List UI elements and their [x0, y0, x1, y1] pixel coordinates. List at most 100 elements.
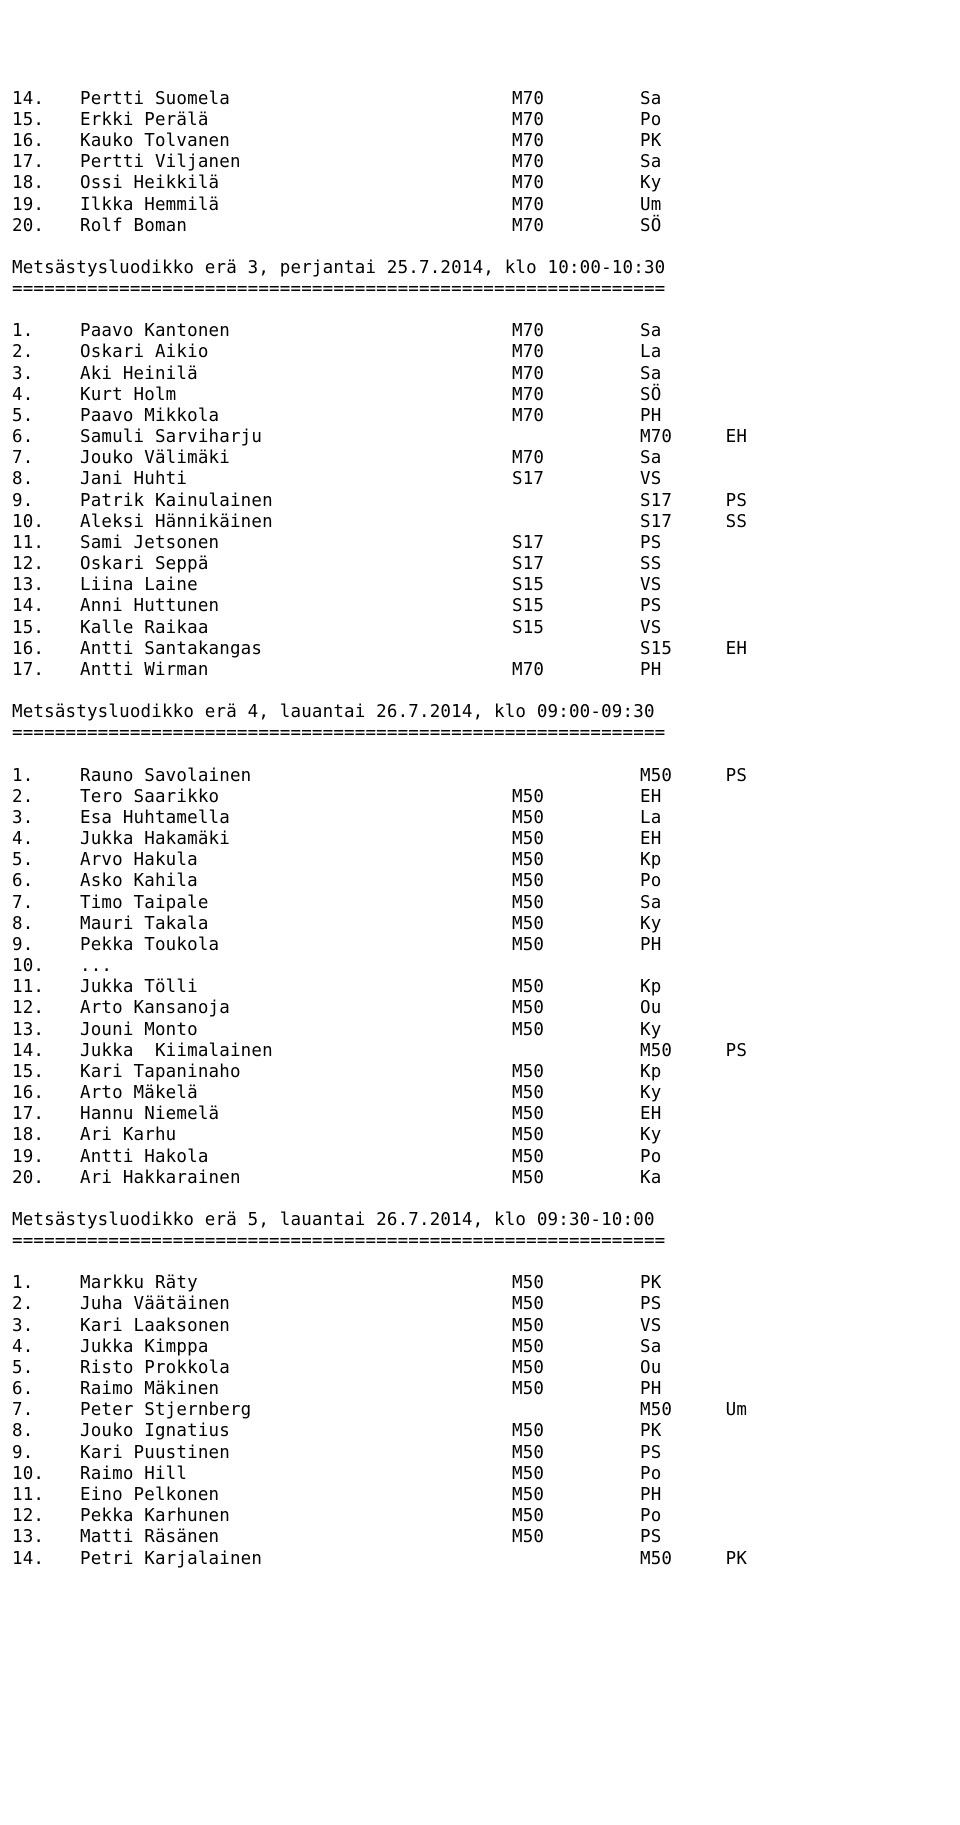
row-category: M50 — [512, 998, 640, 1019]
results-listing: 14.Pertti SuomelaM70Sa15.Erkki PeräläM70… — [12, 89, 956, 1570]
row-group: Po — [640, 871, 780, 892]
row-group: EH — [640, 787, 780, 808]
row-group: PS — [640, 1443, 780, 1464]
row-group: Sa — [640, 364, 780, 385]
blank-line — [12, 1252, 956, 1273]
row-group: EH — [640, 1104, 780, 1125]
row-group: PK — [640, 1421, 780, 1442]
row-number: 16. — [12, 1083, 80, 1104]
row-group: M50 PS — [640, 1041, 780, 1062]
row-name: Mauri Takala — [80, 914, 512, 935]
result-row: 7.Timo TaipaleM50Sa — [12, 893, 956, 914]
result-row: 10.... — [12, 956, 956, 977]
row-number: 1. — [12, 766, 80, 787]
row-number: 2. — [12, 787, 80, 808]
row-name: Jukka Tölli — [80, 977, 512, 998]
row-group: PH — [640, 935, 780, 956]
blank-line — [12, 237, 956, 258]
row-name: Rauno Savolainen — [80, 766, 512, 787]
row-group: La — [640, 808, 780, 829]
row-number: 6. — [12, 871, 80, 892]
row-number: 2. — [12, 342, 80, 363]
result-row: 18.Ari KarhuM50Ky — [12, 1125, 956, 1146]
row-category: M50 — [512, 1273, 640, 1294]
row-number: 3. — [12, 808, 80, 829]
row-group: Po — [640, 1464, 780, 1485]
row-category: M50 — [512, 808, 640, 829]
row-name: Liina Laine — [80, 575, 512, 596]
row-group: PS — [640, 596, 780, 617]
row-name: Jukka Kimppa — [80, 1337, 512, 1358]
result-row: 10.Raimo HillM50Po — [12, 1464, 956, 1485]
result-row: 15.Erkki PeräläM70Po — [12, 110, 956, 131]
row-name: Oskari Aikio — [80, 342, 512, 363]
row-group: PS — [640, 1294, 780, 1315]
result-row: 9.Pekka ToukolaM50PH — [12, 935, 956, 956]
blank-line — [12, 300, 956, 321]
row-group: Po — [640, 1147, 780, 1168]
separator-line: ========================================… — [12, 1231, 956, 1252]
result-row: 14.Petri KarjalainenM50 PK — [12, 1549, 956, 1570]
row-group: S15 EH — [640, 639, 780, 660]
row-number: 7. — [12, 893, 80, 914]
result-row: 12.Oskari SeppäS17SS — [12, 554, 956, 575]
row-number: 11. — [12, 977, 80, 998]
section-header: Metsästysluodikko erä 4, lauantai 26.7.2… — [12, 702, 956, 723]
result-row: 14.Anni HuttunenS15PS — [12, 596, 956, 617]
result-row: 19.Antti HakolaM50Po — [12, 1147, 956, 1168]
row-category: S15 — [512, 596, 640, 617]
row-name: Arto Kansanoja — [80, 998, 512, 1019]
row-category: M70 — [512, 195, 640, 216]
row-group: PH — [640, 1485, 780, 1506]
row-number: 17. — [12, 660, 80, 681]
row-category: M50 — [512, 871, 640, 892]
row-name: Rolf Boman — [80, 216, 512, 237]
row-number: 14. — [12, 1041, 80, 1062]
row-category: M50 — [512, 1294, 640, 1315]
result-row: 6.Raimo MäkinenM50PH — [12, 1379, 956, 1400]
row-group: Ky — [640, 173, 780, 194]
blank-line — [12, 745, 956, 766]
row-number: 12. — [12, 998, 80, 1019]
row-category: M70 — [512, 89, 640, 110]
row-number: 13. — [12, 575, 80, 596]
row-group: PS — [640, 533, 780, 554]
result-row: 19.Ilkka HemmiläM70Um — [12, 195, 956, 216]
row-name: Jouko Välimäki — [80, 448, 512, 469]
row-group: Sa — [640, 1337, 780, 1358]
row-name: Pertti Viljanen — [80, 152, 512, 173]
row-number: 6. — [12, 427, 80, 448]
row-category: M50 — [512, 1062, 640, 1083]
row-name: Kari Puustinen — [80, 1443, 512, 1464]
row-name: Kari Tapaninaho — [80, 1062, 512, 1083]
row-category: M50 — [512, 829, 640, 850]
row-group: S17 PS — [640, 491, 780, 512]
row-name: Tero Saarikko — [80, 787, 512, 808]
row-group: Um — [640, 195, 780, 216]
result-row: 2.Tero SaarikkoM50EH — [12, 787, 956, 808]
row-group: VS — [640, 1316, 780, 1337]
row-category: M50 — [512, 1506, 640, 1527]
row-group: Kp — [640, 977, 780, 998]
row-name: Jouko Ignatius — [80, 1421, 512, 1442]
row-category: M70 — [512, 385, 640, 406]
row-group: M50 Um — [640, 1400, 780, 1421]
row-group: Kp — [640, 1062, 780, 1083]
row-name: Ari Hakkarainen — [80, 1168, 512, 1189]
separator-line: ========================================… — [12, 279, 956, 300]
result-row: 16.Kauko TolvanenM70PK — [12, 131, 956, 152]
result-row: 13.Jouni MontoM50Ky — [12, 1020, 956, 1041]
result-row: 4.Jukka KimppaM50Sa — [12, 1337, 956, 1358]
row-category: M50 — [512, 1379, 640, 1400]
row-group: Sa — [640, 448, 780, 469]
row-group: M70 EH — [640, 427, 780, 448]
row-number: 4. — [12, 385, 80, 406]
row-number: 1. — [12, 321, 80, 342]
row-number: 19. — [12, 1147, 80, 1168]
row-group: PH — [640, 1379, 780, 1400]
row-name: Kari Laaksonen — [80, 1316, 512, 1337]
row-name: Antti Wirman — [80, 660, 512, 681]
row-category: M50 — [512, 1104, 640, 1125]
row-category: M70 — [512, 364, 640, 385]
row-group: PK — [640, 1273, 780, 1294]
